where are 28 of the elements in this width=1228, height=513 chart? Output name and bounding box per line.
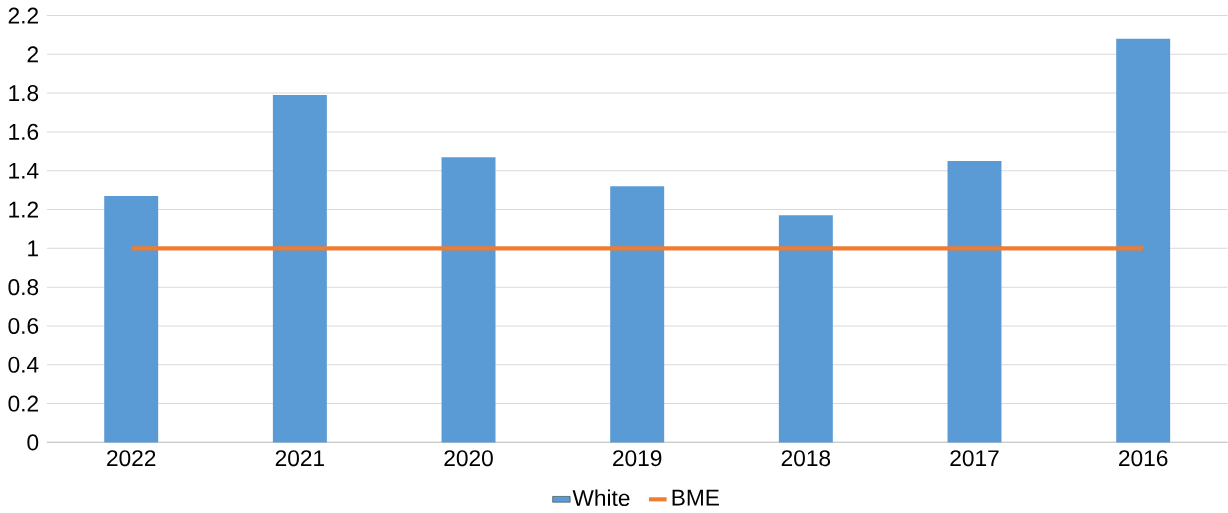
- bar: [1116, 38, 1171, 443]
- bar: [778, 215, 833, 443]
- bar: [947, 160, 1002, 443]
- y-tick-label: 1.8: [9, 84, 39, 101]
- y-tick-label: 0.8: [8, 278, 39, 295]
- bar: [610, 186, 665, 443]
- bar: [441, 156, 496, 443]
- y-tick-label: 1.6: [9, 123, 39, 140]
- x-tick-label: 2019: [613, 449, 662, 467]
- x-tick-label: 2017: [950, 449, 999, 467]
- y-tick-label: 0.4: [8, 356, 39, 373]
- y-tick-label: 2: [27, 46, 38, 63]
- y-tick-label: 0.2: [8, 395, 38, 412]
- legend-label: BME: [672, 489, 719, 506]
- x-tick-label: 2021: [275, 449, 324, 467]
- x-tick-label: 2016: [1119, 449, 1168, 467]
- x-tick-label: 2022: [107, 449, 156, 467]
- y-tick-label: 1: [28, 240, 38, 256]
- bar: [272, 94, 327, 443]
- y-tick-label: 0.6: [8, 317, 39, 334]
- bar: [104, 195, 159, 443]
- y-tick-label: 2.2: [8, 7, 38, 24]
- x-tick-label: 2020: [444, 449, 493, 467]
- x-tick-label: 2018: [781, 449, 831, 467]
- legend-label: White: [572, 489, 630, 506]
- y-tick-label: 1.2: [9, 201, 38, 218]
- y-tick-label: 1.4: [9, 162, 39, 179]
- y-tick-label: 0: [27, 434, 39, 451]
